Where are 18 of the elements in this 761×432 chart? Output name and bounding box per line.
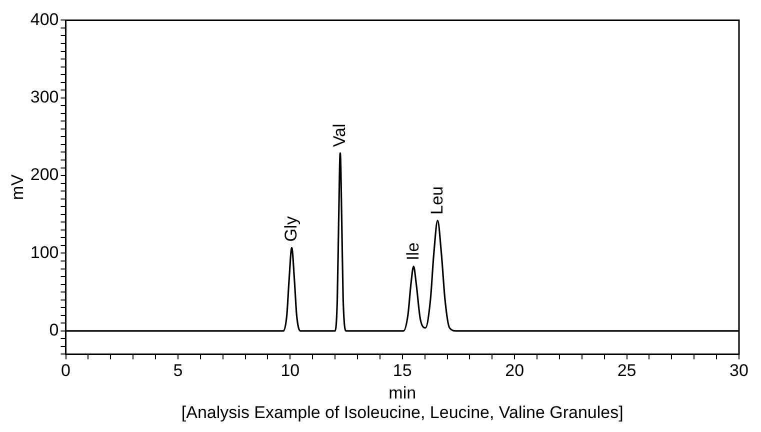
text: [Analysis Example of Isoleucine, Leucine, Valine Granules] — [181, 403, 624, 422]
x-tick-label: 20 — [505, 361, 524, 380]
y-tick-label: 400 — [30, 10, 59, 29]
x-tick-label: 15 — [392, 361, 412, 380]
y-tick-label: 100 — [30, 242, 59, 262]
annotation: Val — [330, 124, 349, 148]
annotation: Leu — [427, 186, 446, 215]
x-axis-title: min — [388, 383, 416, 402]
x-tick-label: 25 — [617, 361, 636, 380]
y-tick-label: 300 — [30, 88, 59, 107]
x-tick-label: 5 — [173, 361, 183, 380]
y-tick-label: 0 — [49, 320, 59, 340]
annotation: Ile — [403, 242, 422, 260]
x-tick-label: 30 — [730, 361, 748, 380]
y-axis-title: mV — [8, 174, 27, 200]
x-tick-label: 10 — [280, 361, 300, 380]
y-tick-label: 200 — [30, 165, 59, 184]
annotation: Gly — [281, 216, 300, 242]
